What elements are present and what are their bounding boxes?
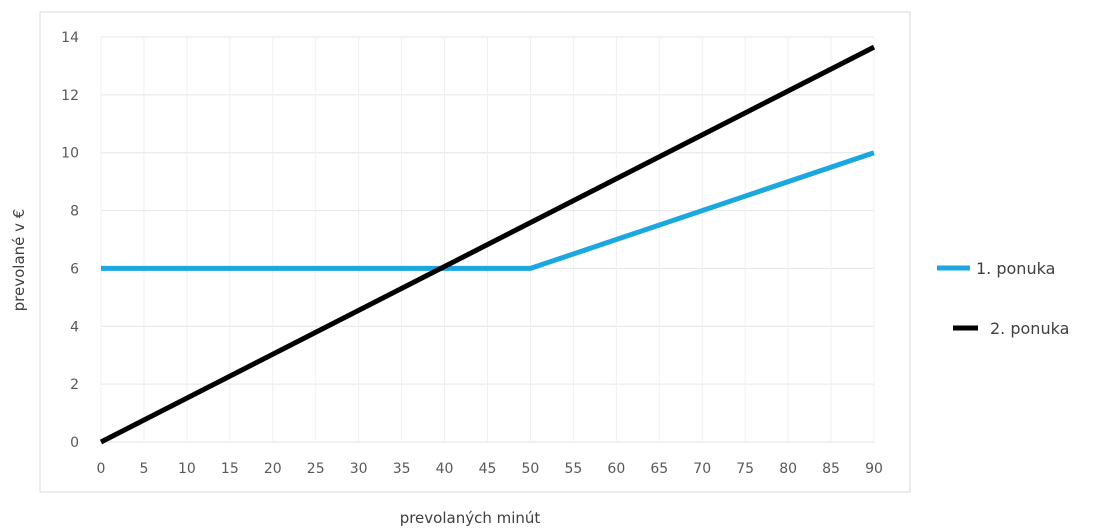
x-tick-label: 20 <box>264 461 282 477</box>
tick-labels: 0 2 4 6 8 10 12 14 0 5 10 15 20 25 30 35 40 45 50 55 60 65 70 7… <box>61 30 883 477</box>
y-tick-label: 14 <box>61 30 79 46</box>
series-lines <box>99 44 876 445</box>
x-tick-label: 10 <box>178 461 196 477</box>
x-tick-label: 70 <box>693 461 711 477</box>
y-tick-label: 8 <box>70 204 79 220</box>
x-tick-label: 65 <box>650 461 668 477</box>
x-tick-label: 35 <box>393 461 411 477</box>
x-tick-label: 55 <box>564 461 582 477</box>
x-tick-label: 30 <box>350 461 368 477</box>
x-tick-label: 5 <box>139 461 148 477</box>
y-tick-label: 6 <box>70 261 79 277</box>
legend-label-series-1: 1. ponuka <box>976 259 1055 278</box>
y-tick-label: 10 <box>61 146 79 162</box>
series-line-2 <box>99 44 876 445</box>
gridlines <box>100 36 875 443</box>
x-tick-label: 80 <box>779 461 797 477</box>
x-tick-label: 85 <box>822 461 840 477</box>
y-tick-label: 4 <box>70 319 79 335</box>
legend-label-series-2: 2. ponuka <box>990 319 1069 338</box>
x-tick-label: 45 <box>479 461 497 477</box>
x-tick-label: 40 <box>436 461 454 477</box>
x-tick-label: 15 <box>221 461 239 477</box>
y-tick-label: 0 <box>70 435 79 451</box>
x-tick-label: 90 <box>865 461 883 477</box>
x-tick-label: 50 <box>522 461 540 477</box>
x-tick-label: 25 <box>307 461 325 477</box>
x-axis-title: prevolaných minút <box>400 509 541 527</box>
series-line-1 <box>101 150 875 271</box>
y-axis-title: prevolané v € <box>10 209 28 312</box>
y-tick-label: 12 <box>61 88 79 104</box>
x-tick-label: 0 <box>97 461 106 477</box>
y-tick-label: 2 <box>70 377 79 393</box>
x-tick-label: 75 <box>736 461 754 477</box>
legend: 1. ponuka 2. ponuka <box>937 259 1069 338</box>
x-tick-label: 60 <box>607 461 625 477</box>
